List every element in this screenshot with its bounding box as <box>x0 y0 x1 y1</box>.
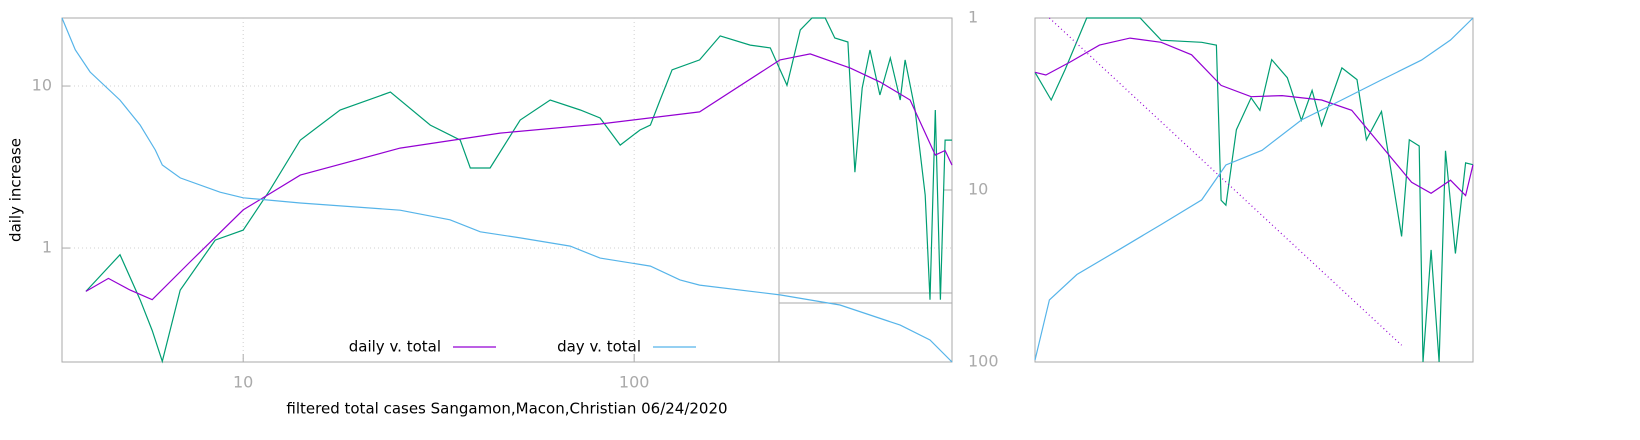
inset-border <box>1034 17 1474 363</box>
series-line <box>1048 17 1403 346</box>
x-tick-label: 100 <box>619 373 650 392</box>
y2-tick-label: 1 <box>968 8 978 27</box>
y2-tick-label: 100 <box>968 352 999 371</box>
y-tick-label: 1 <box>42 238 52 257</box>
legend-label: day v. total <box>557 338 641 356</box>
series-line <box>1034 17 1474 361</box>
legend-label: daily v. total <box>349 338 441 356</box>
series-line <box>61 17 953 363</box>
series-line <box>1034 37 1474 197</box>
x-tick-label: 10 <box>233 373 253 392</box>
x-axis-label: filtered total cases Sangamon,Macon,Chri… <box>286 400 727 418</box>
series-line <box>85 17 952 364</box>
series-line <box>85 53 953 301</box>
y2-tick-label: 10 <box>968 180 988 199</box>
y-tick-label: 10 <box>32 76 52 95</box>
series-line <box>1034 17 1474 363</box>
plot-border <box>61 17 953 363</box>
y-axis-label: daily increase <box>7 138 25 242</box>
